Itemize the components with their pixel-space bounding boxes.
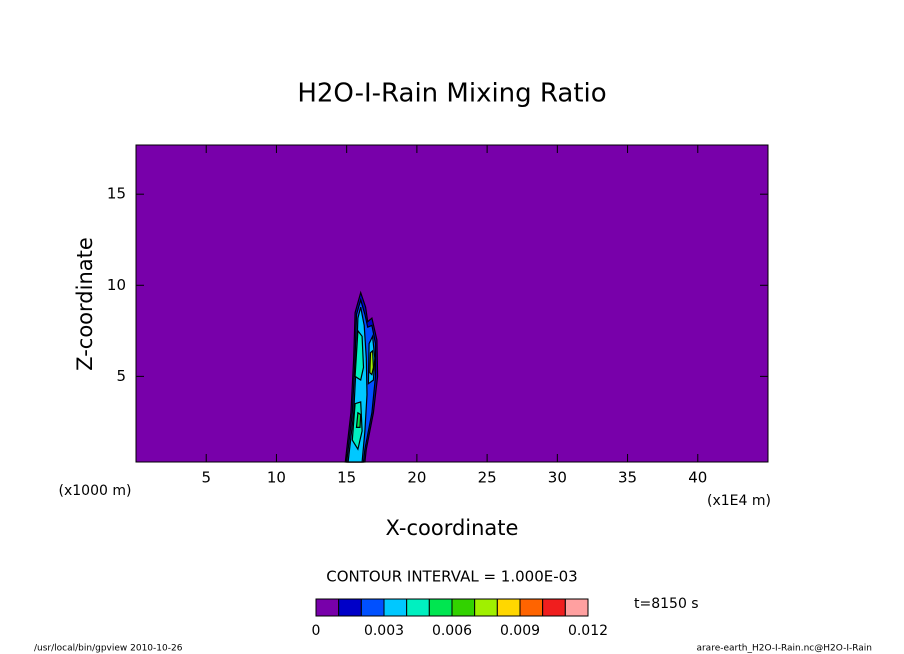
colorbar-tick-label: 0.006	[432, 623, 472, 639]
colorbar-box	[428, 598, 453, 617]
x-tick-label: 25	[478, 469, 497, 487]
colorbar-tick-label: 0.003	[364, 623, 404, 639]
colorbar-box	[474, 598, 498, 617]
y-tick-label: 15	[107, 185, 126, 203]
chart-title: H2O-I-Rain Mixing Ratio	[297, 79, 606, 109]
y-tick-label: 5	[116, 367, 126, 385]
x-tick-label: 5	[201, 469, 211, 487]
colorbar-box	[451, 598, 476, 617]
colorbar-tick-label: 0.012	[568, 623, 608, 639]
x-tick-label: 15	[337, 469, 356, 487]
footer-right: arare-earth_H2O-I-Rain.nc@H2O-I-Rain	[696, 644, 872, 654]
colorbar-box	[564, 598, 589, 617]
y-axis-label: Z-coordinate	[73, 237, 97, 371]
y-tick-label: 10	[107, 276, 126, 294]
x-axis-label: X-coordinate	[386, 516, 519, 540]
colorbar-box	[519, 598, 544, 617]
colorbar-box	[383, 598, 408, 617]
x-tick-label: 10	[267, 469, 286, 487]
colorbar-box	[406, 598, 430, 617]
colorbar-box	[360, 598, 385, 617]
time-label: t=8150 s	[634, 596, 699, 612]
contour-fill	[369, 349, 375, 376]
footer-left: /usr/local/bin/gpview 2010-10-26	[34, 644, 183, 654]
x-tick-label: 20	[407, 469, 426, 487]
y-unit: (x1000 m)	[59, 483, 132, 499]
colorbar-box	[496, 598, 521, 617]
colorbar-box	[338, 598, 362, 617]
contour-fill	[354, 329, 365, 381]
plot-frame	[135, 144, 769, 463]
contour-fill	[355, 411, 362, 428]
contour-interval: CONTOUR INTERVAL = 1.000E-03	[326, 568, 577, 586]
colorbar-tick-label: 0.009	[500, 623, 540, 639]
colorbar-box	[315, 598, 340, 617]
colorbar-box	[542, 598, 566, 617]
x-tick-label: 35	[618, 469, 637, 487]
x-tick-label: 40	[688, 469, 707, 487]
contour-fill	[136, 145, 768, 462]
x-tick-label: 30	[548, 469, 567, 487]
x-unit: (x1E4 m)	[707, 493, 771, 509]
colorbar-tick-label: 0	[312, 623, 321, 639]
